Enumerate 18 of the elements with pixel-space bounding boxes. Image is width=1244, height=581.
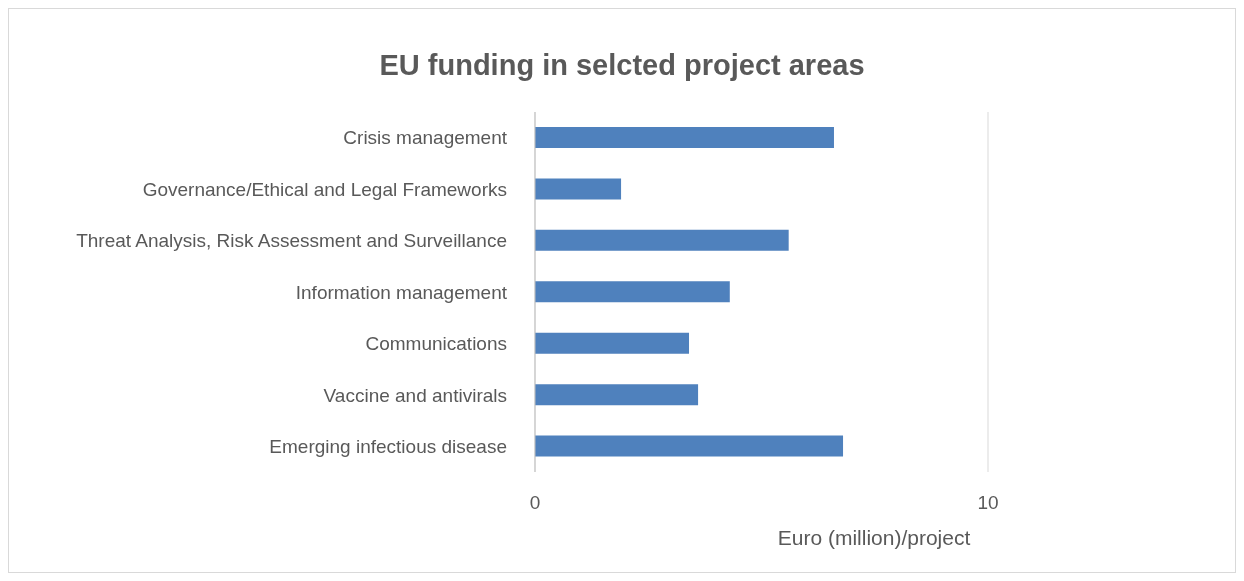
x-axis-title: Euro (million)/project	[776, 526, 972, 550]
bar	[535, 281, 730, 303]
y-tick-label: Communications	[365, 333, 507, 355]
y-tick-label: Information management	[295, 281, 508, 303]
bar	[535, 229, 789, 251]
y-tick-label: Vaccine and antivirals	[323, 384, 507, 406]
x-tick-label: 0	[529, 492, 541, 514]
y-tick-label: Emerging infectious disease	[269, 436, 507, 458]
y-tick-label: Crisis management	[343, 127, 508, 149]
x-tick-label: 10	[977, 492, 999, 514]
bar	[535, 435, 844, 457]
bar	[535, 127, 834, 148]
bar	[535, 384, 699, 406]
y-tick-label: Threat Analysis, Risk Assessment and Surveillance	[76, 230, 507, 252]
chart-title: EU funding in selcted project areas	[378, 49, 866, 82]
bar	[535, 332, 690, 354]
y-tick-label: Governance/Ethical and Legal Frameworks	[142, 178, 507, 200]
bar	[535, 178, 622, 200]
